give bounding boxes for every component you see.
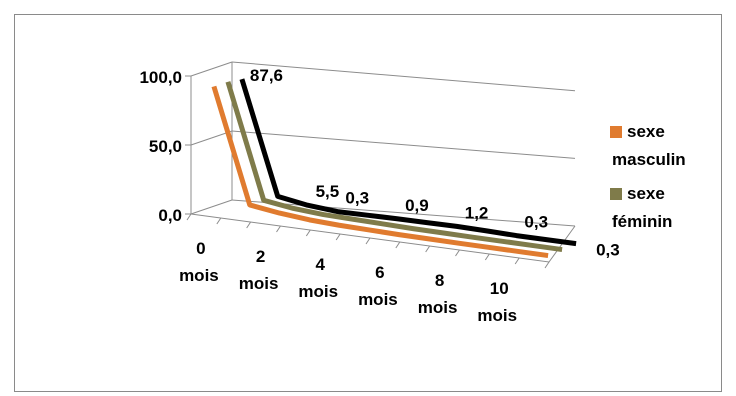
series-lines [211,78,577,259]
series-line-2 [239,78,577,247]
x-tick-label: 4 [316,255,326,274]
x-tick-label: 8 [435,271,444,290]
gridline-left-0 [190,199,233,215]
legend-label-line2: masculin [612,150,686,169]
x-tick-2 [246,221,252,229]
gridline-back-1 [231,130,576,159]
series-line-0 [211,85,549,259]
gridline-back-0 [231,199,576,227]
legend-label-line2: féminin [612,212,672,231]
x-tick-unit: mois [298,282,338,301]
x-tick-label: 2 [256,247,265,266]
y-tick-label: 50,0 [149,137,182,156]
legend-label: sexe [627,184,665,203]
x-tick-label: 0 [196,239,205,258]
x-tick-11 [514,257,520,265]
data-label: 0,9 [405,196,429,215]
x-tick-unit: mois [418,298,458,317]
data-label: 87,6 [250,66,283,85]
x-tick-10 [484,253,490,261]
legend-swatch-0 [610,126,622,138]
y-tick-label: 0,0 [158,206,182,225]
x-tick-8 [425,245,431,253]
legend-label: sexe [627,122,665,141]
x-tick-label: 6 [375,263,384,282]
x-tick-0 [186,213,192,221]
gridline-left-2 [190,61,233,77]
data-labels: 87,6 5,5 0,3 0,9 1,2 0,3 0,3 [250,66,620,259]
x-tick-unit: mois [239,274,279,293]
x-tick-unit: mois [358,290,398,309]
chart-frame [14,14,722,392]
x-tick-unit: mois [477,306,517,325]
gridline-left-1 [190,130,233,146]
x-tick-6 [365,237,371,245]
x-tick-12 [544,261,550,269]
data-label: 0,3 [596,241,620,260]
legend: sexe masculin sexe féminin [610,122,686,231]
series-line-1 [225,81,563,253]
tick-labels: 0,0 50,0 100,0 0 mois 2 mois 4 mois 6 mois 8 mois 10 m… [139,68,517,325]
data-label: 0,3 [345,189,369,208]
x-tick-4 [305,229,311,237]
x-tick-7 [395,241,401,249]
x-tick-3 [276,225,281,233]
x-tick-1 [216,217,222,225]
gridlines [190,61,576,227]
gridline-back-2 [231,61,576,92]
axes [185,62,576,269]
legend-swatch-1 [610,188,622,200]
data-label: 0,3 [524,213,548,232]
y-tick-label: 100,0 [139,68,182,87]
x-tick-unit: mois [179,266,219,285]
x-tick-label: 10 [490,279,509,298]
data-label: 5,5 [316,182,340,201]
x-tick-5 [335,233,341,241]
data-label: 1,2 [465,203,489,222]
x-tick-9 [455,249,460,257]
